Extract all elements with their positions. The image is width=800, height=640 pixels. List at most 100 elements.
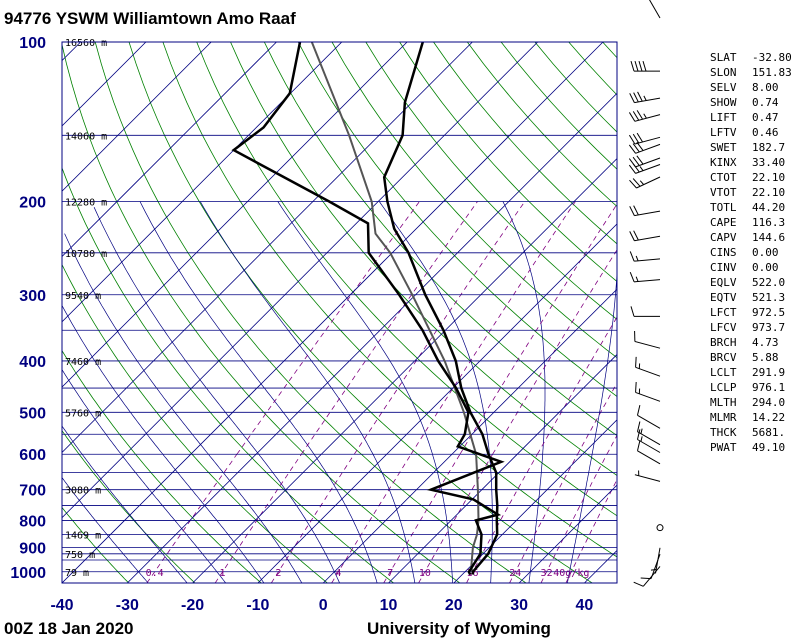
- wind-barb: [636, 429, 661, 453]
- isotherm-line: [62, 42, 212, 192]
- index-value: 33.40: [752, 156, 785, 169]
- isotherm-line: [62, 42, 408, 388]
- index-value: 8.00: [752, 81, 779, 94]
- isotherm-line: [62, 42, 473, 453]
- index-value: 0.46: [752, 126, 779, 139]
- pressure-tick-label: 600: [19, 447, 46, 464]
- height-label: 12280 m: [65, 197, 107, 208]
- pressure-tick-label: 100: [19, 35, 46, 52]
- mixing-ratio-line: [577, 382, 617, 455]
- pressure-tick-label: 400: [19, 354, 46, 371]
- pressure-tick-label: 800: [19, 513, 46, 530]
- index-value: 522.0: [752, 276, 785, 289]
- mixing-ratio-line: [492, 249, 617, 455]
- index-key: MLMR: [710, 411, 737, 424]
- index-key: BRCV: [710, 351, 737, 364]
- sounding-traces: [231, 42, 505, 576]
- wind-barb: [629, 251, 661, 262]
- chart-title: 94776 YSWM Williamtown Amo Raaf: [4, 9, 296, 28]
- pressure-tick-label: 500: [19, 405, 46, 422]
- isotherm-line: [62, 42, 147, 127]
- temperature-tick-label: -40: [50, 597, 73, 614]
- moist-adiabat-line: [62, 477, 149, 583]
- moist-adiabat-line: [93, 207, 340, 583]
- height-labels: 16560 m 14060 m 12280 m 10780 m 9540 m 7460 m…: [65, 38, 107, 579]
- dry-adiabat-line: [230, 42, 617, 476]
- wind-barb: [634, 331, 661, 349]
- index-key: PWAT: [710, 441, 737, 454]
- index-value: 151.83: [752, 66, 792, 79]
- index-value: 976.1: [752, 381, 785, 394]
- index-value: 22.10: [752, 186, 785, 199]
- mixing-ratio-line: [410, 201, 576, 455]
- temperature-tick-label: -10: [246, 597, 269, 614]
- dry-adiabat-line: [365, 42, 617, 320]
- isotherm-line: [62, 42, 81, 62]
- temperature-trace: [382, 42, 499, 575]
- index-key: EQLV: [710, 276, 737, 289]
- wind-barb: [630, 306, 660, 317]
- wind-barb: [636, 405, 661, 429]
- isobars: [62, 42, 617, 573]
- isotherm-line: [518, 484, 617, 583]
- moist-adiabat-line: [62, 368, 226, 583]
- moist-adiabat-line: [277, 201, 454, 583]
- wind-barb: [629, 176, 661, 189]
- wind-barb: [636, 440, 661, 465]
- index-key: CINS: [710, 246, 737, 259]
- stability-indices: SLAT -32.80 SLON 151.83 SELV 8.00 SHOW 0.74 LIFT…: [710, 51, 792, 454]
- index-key: LCLP: [710, 381, 737, 394]
- mixing-ratio-label: 1: [220, 568, 226, 579]
- index-value: 116.3: [752, 216, 785, 229]
- calm-wind-marker: [656, 524, 664, 532]
- index-value: 973.7: [752, 321, 785, 334]
- wind-barb: [629, 230, 661, 242]
- isotherm-line: [0, 42, 15, 583]
- wind-barb: [636, 421, 661, 446]
- height-label: 14060 m: [65, 131, 107, 142]
- index-value: 144.6: [752, 231, 785, 244]
- temperature-tick-label: 40: [576, 597, 594, 614]
- wind-barb: [628, 141, 661, 154]
- dry-adiabat-line: [263, 42, 617, 437]
- mixing-ratio-label: 2: [275, 568, 281, 579]
- mixing-ratio-line: [331, 453, 412, 583]
- dry-adiabat-line: [399, 42, 617, 283]
- mixing-ratio-label: 10: [419, 568, 431, 579]
- index-key: SHOW: [710, 96, 737, 109]
- temperature-tick-label: 30: [510, 597, 528, 614]
- wind-barb: [629, 271, 661, 283]
- mixing-ratio-line: [146, 453, 238, 583]
- moist-adiabat-line: [139, 201, 378, 583]
- height-label: 3080 m: [65, 486, 101, 497]
- index-value: 291.9: [752, 366, 785, 379]
- dewpoint-trace: [231, 42, 505, 576]
- pressure-axis-labels: 100 200 300 400 500 600 700 800 900 1000: [10, 35, 46, 582]
- isotherm-line: [257, 223, 617, 583]
- index-key: THCK: [710, 426, 737, 439]
- wind-barb: [628, 163, 661, 174]
- index-key: CINV: [710, 261, 737, 274]
- index-value: 0.00: [752, 246, 779, 259]
- mixing-ratio-labels: 0.4 1 2 4 7 10 16 24 32 40g/kg: [146, 568, 590, 579]
- index-key: LCLT: [710, 366, 737, 379]
- mixing-ratio-label: 0.4: [146, 568, 164, 579]
- isotherms: [0, 42, 617, 583]
- dry-adiabat-line: [466, 42, 617, 207]
- isotherm-line: [62, 42, 604, 583]
- moist-adiabat-line: [502, 201, 546, 583]
- dry-adiabat-line: [331, 42, 617, 359]
- index-value: 0.74: [752, 96, 779, 109]
- index-key: LFTV: [710, 126, 737, 139]
- index-key: CTOT: [710, 171, 737, 184]
- moist-adiabat-line: [567, 201, 617, 583]
- mixing-ratio-line: [301, 201, 478, 455]
- index-value: 22.10: [752, 171, 785, 184]
- isotherm-line: [62, 42, 538, 519]
- dry-adiabat-line: [196, 42, 617, 517]
- temperature-tick-label: -20: [181, 597, 204, 614]
- sounding-time: 00Z 18 Jan 2020: [4, 619, 133, 638]
- height-label: 7460 m: [65, 357, 101, 368]
- dry-adiabat-line: [62, 430, 196, 583]
- mixing-ratio-line: [270, 453, 355, 583]
